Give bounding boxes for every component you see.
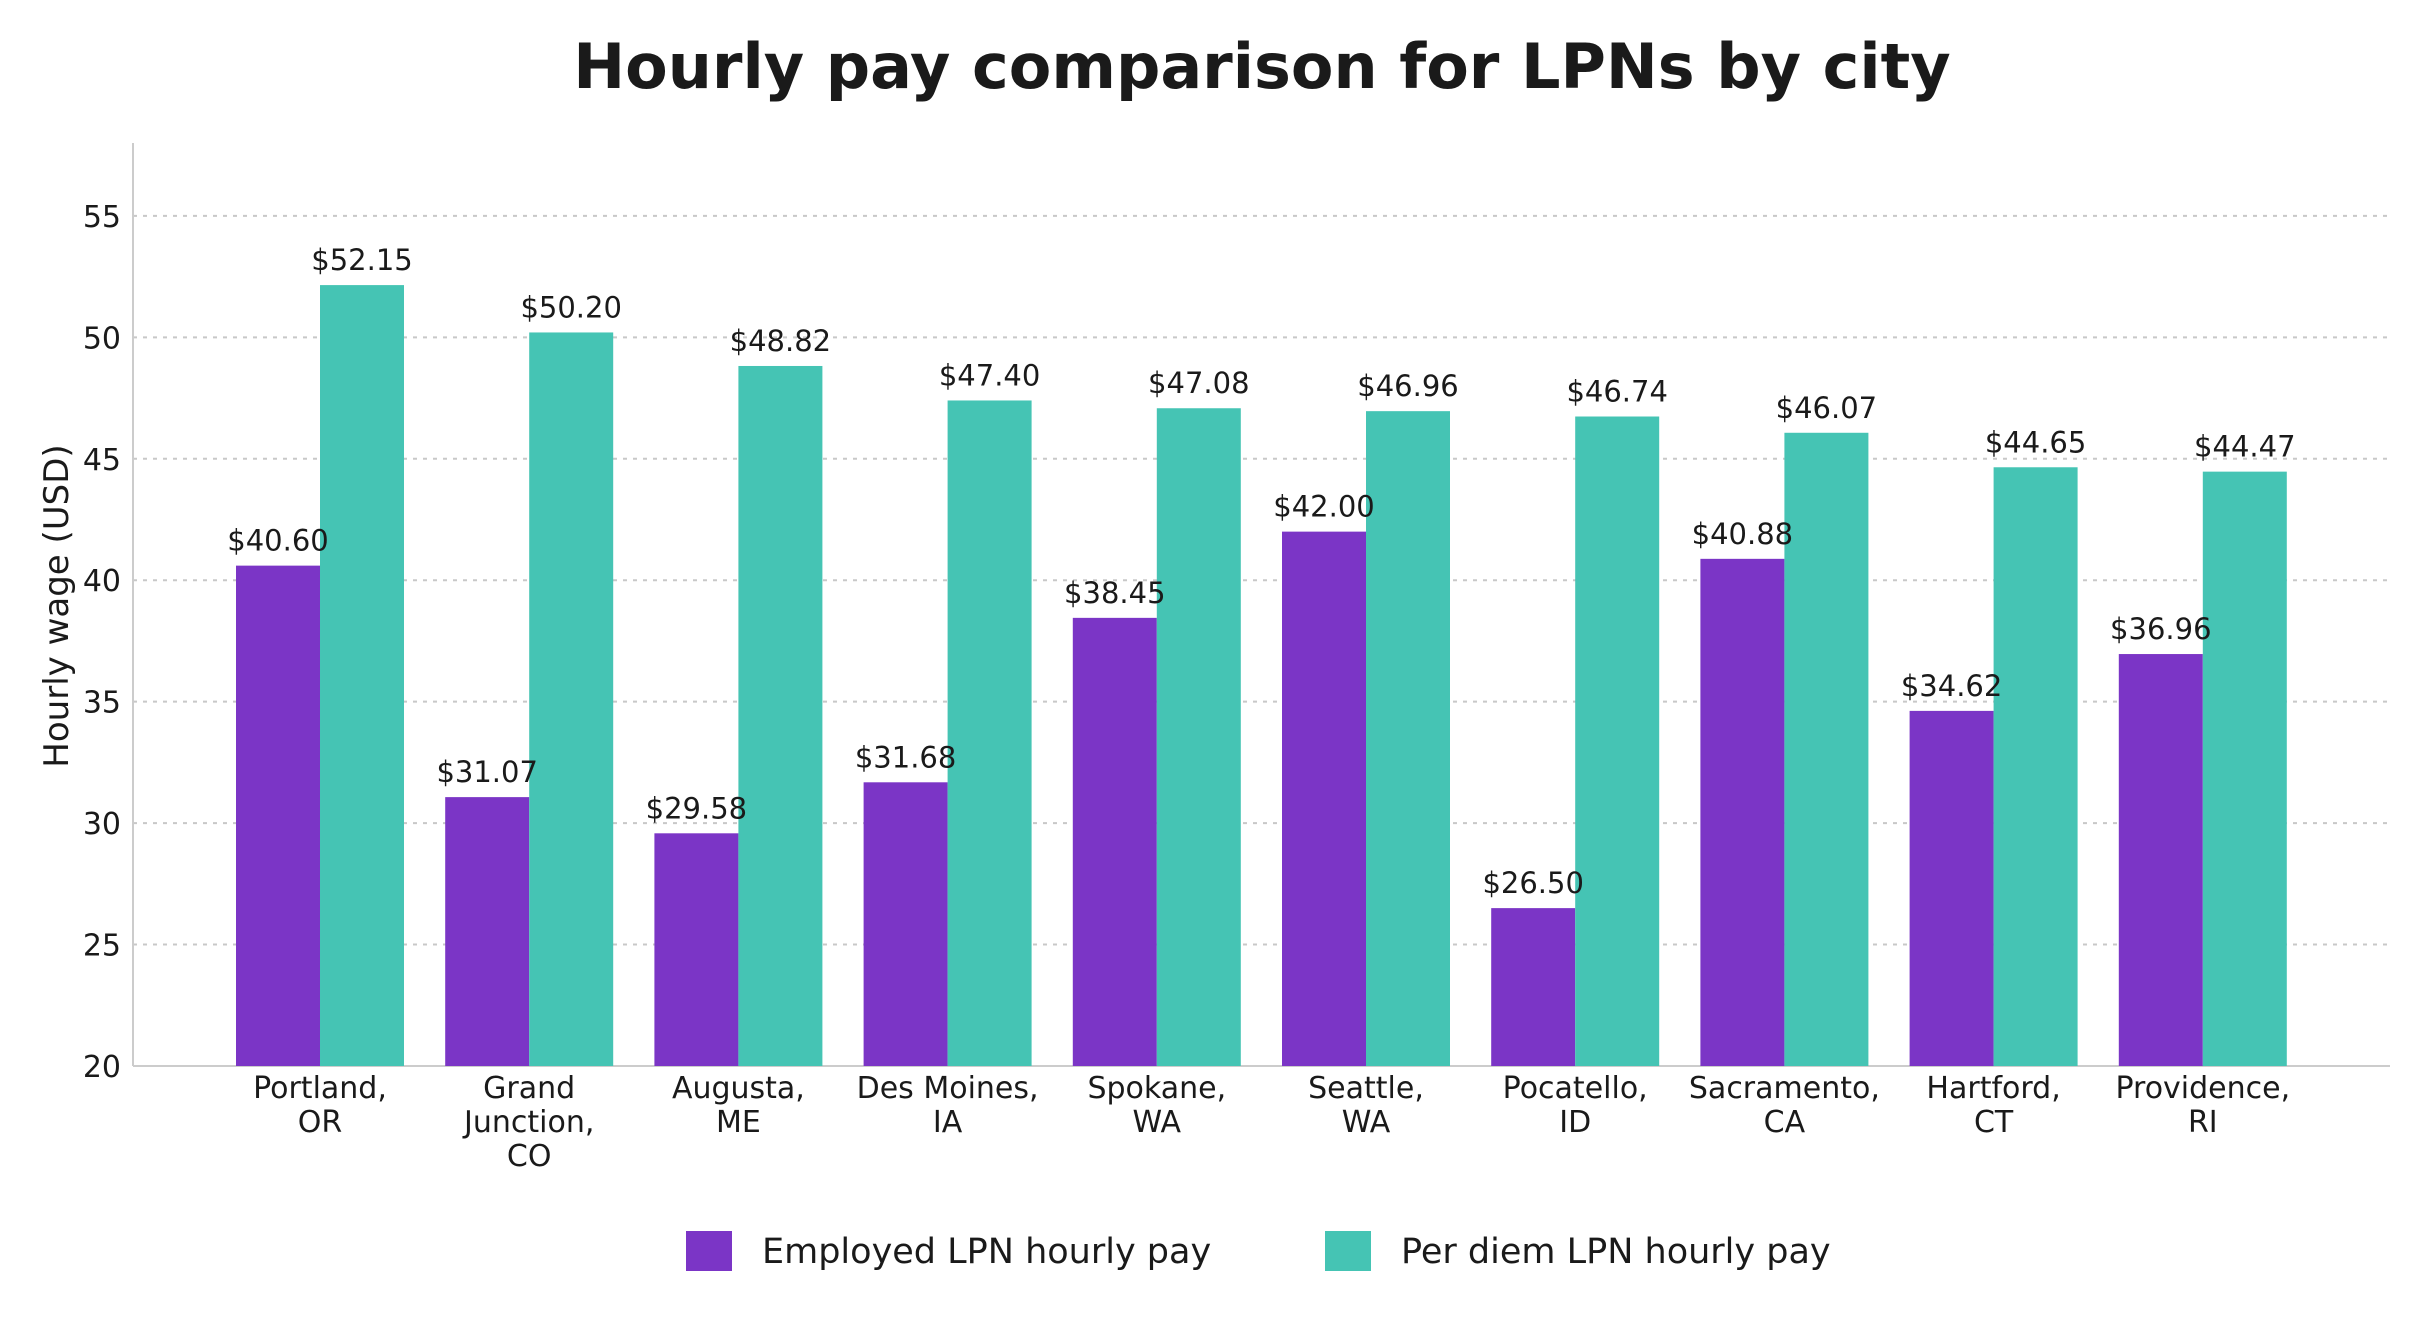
bar-employed: [445, 797, 530, 1066]
y-tick-label: 45: [83, 443, 121, 478]
legend-label: Employed LPN hourly pay: [762, 1232, 1211, 1272]
x-tick-label: Seattle, WA: [1308, 1071, 1424, 1140]
x-tick-label-line: CA: [1764, 1105, 1806, 1140]
x-tick-label-line: ME: [716, 1105, 761, 1140]
x-tick-label: Hartford, CT: [1926, 1071, 2060, 1140]
y-tick-label: 20: [83, 1050, 121, 1085]
x-tick-label-line: Portland,: [253, 1071, 387, 1106]
x-tick-label-line: Hartford,: [1926, 1071, 2060, 1106]
data-label: $46.74: [1566, 374, 1667, 408]
bar-per-diem: [1156, 408, 1241, 1066]
bar-per-diem: [1993, 467, 2078, 1066]
bar-per-diem: [1366, 411, 1450, 1067]
data-label: $31.68: [855, 740, 956, 774]
x-tick-label: Sacramento, CA: [1689, 1071, 1880, 1140]
y-tick-label: 50: [83, 321, 121, 356]
bar-employed: [1909, 710, 1994, 1066]
x-tick-label: Grand Junction, CO: [462, 1071, 594, 1174]
legend: Employed LPN hourly pay Per diem LPN hour…: [686, 1231, 1831, 1272]
bar-employed: [1072, 617, 1157, 1066]
data-label: $29.58: [646, 791, 747, 825]
x-tick-label-line: CO: [507, 1139, 552, 1174]
data-label: $50.20: [520, 290, 621, 324]
y-axis-label-group: Hourly wage (USD): [37, 444, 77, 767]
data-label: $31.07: [436, 755, 537, 789]
x-tick-label-line: CT: [1974, 1105, 2014, 1140]
bar-per-diem: [320, 285, 404, 1067]
y-tick-labels: 20 25 30 35 40 45 50 55: [83, 200, 121, 1085]
legend-swatch: [1325, 1231, 1371, 1271]
bar-per-diem: [1784, 432, 1869, 1066]
legend-label: Per diem LPN hourly pay: [1401, 1232, 1831, 1272]
x-tick-label-line: Providence,: [2115, 1071, 2290, 1106]
bar-employed: [2118, 654, 2203, 1066]
chart-title: Hourly pay comparison for LPNs by city: [573, 30, 1950, 103]
x-tick-label: Spokane, WA: [1087, 1071, 1226, 1140]
data-label: $44.47: [2194, 430, 2295, 464]
y-tick-label: 35: [83, 686, 121, 721]
x-tick-label-line: RI: [2188, 1105, 2218, 1140]
y-axis-label: Hourly wage (USD): [37, 444, 77, 767]
data-label: $48.82: [730, 324, 831, 358]
data-label: $44.65: [1985, 425, 2086, 459]
data-label: $40.88: [1692, 517, 1793, 551]
x-tick-label-line: ID: [1559, 1105, 1591, 1140]
x-tick-label-line: WA: [1133, 1105, 1182, 1140]
y-tick-label: 40: [83, 564, 121, 599]
x-tick-labels: Portland, OR Grand Junction, CO Augusta, ME Des…: [253, 1071, 2290, 1174]
x-tick-label: Pocatello, ID: [1503, 1071, 1648, 1140]
x-tick-label-line: Augusta,: [672, 1071, 805, 1106]
data-label: $38.45: [1064, 576, 1165, 610]
bar-per-diem: [947, 400, 1032, 1067]
x-tick-label: Augusta, ME: [672, 1071, 805, 1140]
y-tick-label: 30: [83, 807, 121, 842]
data-label: $46.07: [1776, 391, 1877, 425]
data-label: $34.62: [1901, 669, 2002, 703]
data-label: $26.50: [1482, 866, 1583, 900]
x-tick-label: Portland, OR: [253, 1071, 387, 1140]
x-tick-label-line: Seattle,: [1308, 1071, 1424, 1106]
y-tick-label: 25: [83, 929, 121, 964]
data-label: $52.15: [311, 243, 412, 277]
bar-employed: [1282, 531, 1366, 1066]
data-label: $40.60: [227, 524, 328, 558]
x-tick-label-line: Spokane,: [1087, 1071, 1226, 1106]
legend-swatch: [686, 1231, 732, 1271]
data-label: $42.00: [1273, 490, 1374, 524]
x-tick-label: Providence, RI: [2115, 1071, 2290, 1140]
bar-per-diem: [529, 332, 614, 1066]
x-tick-label-line: Junction,: [462, 1105, 594, 1140]
bar-per-diem: [1575, 416, 1660, 1066]
x-tick-label-line: Grand: [483, 1071, 575, 1106]
x-tick-label-line: Pocatello,: [1503, 1071, 1648, 1106]
x-tick-label: Des Moines, IA: [857, 1071, 1039, 1140]
x-tick-label-line: OR: [298, 1105, 342, 1140]
data-label: $47.08: [1148, 366, 1249, 400]
y-tick-label: 55: [83, 200, 121, 235]
bar-employed: [1491, 908, 1576, 1066]
bar-employed: [654, 833, 739, 1066]
data-label: $47.40: [939, 358, 1040, 392]
x-tick-label-line: IA: [933, 1105, 963, 1140]
bar-employed: [1700, 558, 1785, 1066]
bars: [236, 285, 2287, 1067]
x-tick-label-line: WA: [1342, 1105, 1391, 1140]
data-labels: $40.60 $52.15 $31.07 $50.20 $29.58 $48.82 $31.…: [227, 243, 2295, 900]
data-label: $36.96: [2110, 612, 2211, 646]
x-tick-label-line: Sacramento,: [1689, 1071, 1880, 1106]
bar-per-diem: [2202, 471, 2287, 1066]
data-label: $46.96: [1357, 369, 1458, 403]
bar-employed: [236, 565, 320, 1066]
x-tick-label-line: Des Moines,: [857, 1071, 1039, 1106]
bar-employed: [863, 782, 948, 1066]
bar-per-diem: [738, 365, 823, 1066]
